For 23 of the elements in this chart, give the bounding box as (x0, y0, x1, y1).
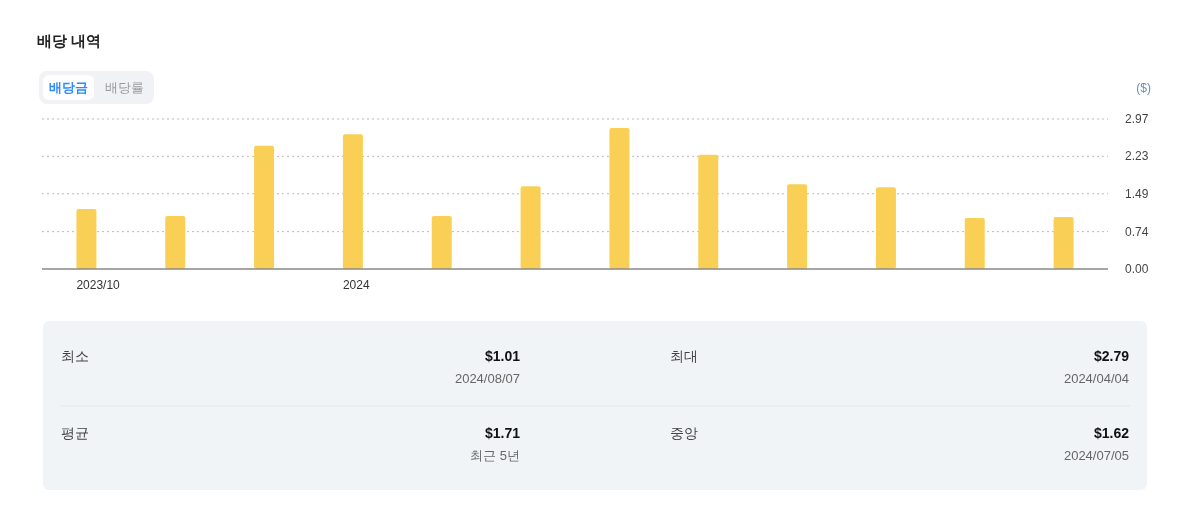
text: 2024/04/04 (1063, 371, 1129, 386)
text: 2024/08/07 (454, 371, 520, 386)
y-tick-label: 2.23 (1125, 149, 1149, 164)
text: 최소 (61, 348, 89, 364)
y-tick-label: 0.00 (1125, 262, 1149, 276)
text: 평균 (61, 425, 89, 441)
text: 최근 5년 (470, 448, 520, 463)
text: 배당률 (104, 80, 144, 95)
y-tick-label: 0.74 (1125, 224, 1149, 239)
text: 중앙 (670, 425, 698, 441)
x-tick-label: 2024 (342, 278, 370, 292)
text: 배당금 (49, 80, 88, 95)
y-tick-label: 1.49 (1125, 186, 1149, 201)
x-tick-label: 2023/10 (76, 278, 121, 292)
text: 최대 (670, 348, 698, 364)
y-tick-label: 2.97 (1125, 112, 1149, 126)
text: $1.71 (484, 425, 521, 441)
text: $1.62 (1093, 425, 1130, 441)
title: 배당 내역 (37, 32, 102, 49)
text: 2024/07/05 (1063, 448, 1129, 463)
text: $1.01 (484, 348, 521, 364)
text: $2.79 (1093, 348, 1130, 364)
y-axis-title: ($) (1136, 81, 1151, 95)
